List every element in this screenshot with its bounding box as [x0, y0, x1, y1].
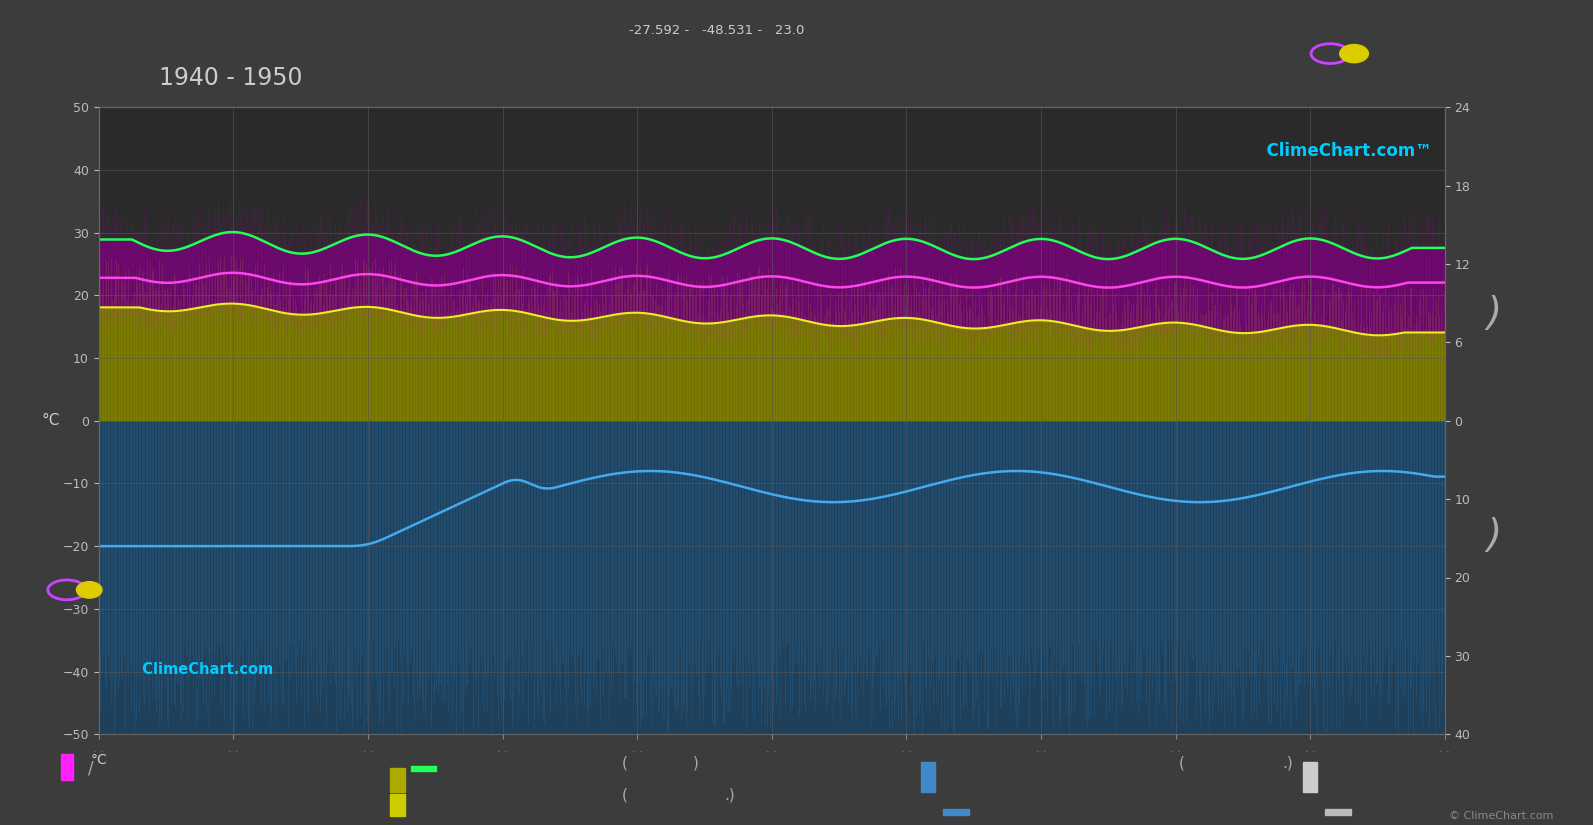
Bar [61, 754, 73, 780]
Text: (: ( [621, 755, 628, 770]
Text: /: / [88, 760, 94, 778]
Text: (: ( [621, 787, 628, 802]
Text: ): ) [1486, 517, 1502, 555]
Text: °C: °C [91, 753, 107, 767]
Text: °C: °C [41, 413, 61, 428]
Text: 1940 - 1950: 1940 - 1950 [159, 66, 303, 91]
Text: .): .) [725, 787, 736, 802]
Bar [1303, 761, 1317, 792]
Bar [943, 809, 969, 814]
Text: ): ) [693, 755, 699, 770]
Text: -27.592 -   -48.531 -   23.0: -27.592 - -48.531 - 23.0 [629, 24, 804, 37]
Text: ClimeChart.com™: ClimeChart.com™ [1255, 142, 1432, 160]
Text: (: ( [1179, 755, 1185, 770]
Bar [411, 766, 436, 771]
Text: © ClimeChart.com: © ClimeChart.com [1448, 811, 1553, 821]
Bar [390, 768, 405, 792]
Bar [921, 761, 935, 792]
Bar [1325, 809, 1351, 814]
Text: ClimeChart.com: ClimeChart.com [132, 662, 274, 677]
Bar [390, 794, 405, 817]
Text: ): ) [1486, 295, 1502, 332]
Text: .): .) [1282, 755, 1294, 770]
